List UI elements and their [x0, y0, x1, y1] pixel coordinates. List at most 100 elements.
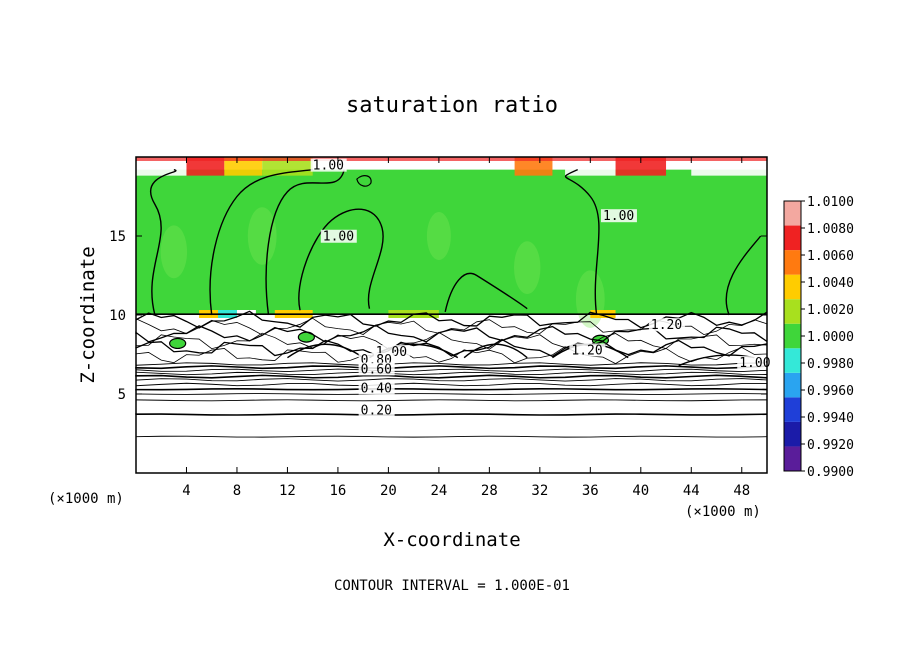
contour-line: [135, 365, 768, 370]
contour-label: 0.40: [361, 381, 392, 396]
contour-line: [209, 168, 313, 316]
contour-label: 1.00: [323, 230, 354, 245]
colorbar-label: 1.0000: [807, 330, 854, 345]
colorbar-segment: [784, 201, 801, 226]
plot-area: 1.001.001.001.201.00 1.201.000.800.600.40…: [109, 156, 774, 499]
contour-line: [135, 324, 768, 343]
top-band-patch: [136, 157, 187, 176]
contour-line: [135, 374, 768, 379]
top-band-patch: [186, 157, 225, 176]
x-axis-label: X-coordinate: [383, 529, 520, 551]
x-tick-label: 16: [329, 483, 346, 499]
colorbar-label: 1.0100: [807, 195, 854, 210]
contour-interval-note: CONTOUR INTERVAL = 1.000E-01: [334, 578, 570, 594]
contour-line: [287, 343, 364, 359]
contour-line: [564, 168, 600, 316]
contour-line: [135, 368, 768, 373]
contour-lines: [135, 168, 768, 438]
y-tick-label: 15: [109, 229, 126, 245]
contour-label: 0.60: [361, 362, 392, 377]
cloud-patch: [247, 207, 277, 265]
colorbar-label: 1.0020: [807, 303, 854, 318]
colorbar-segment: [784, 323, 801, 349]
colorbar-label: 0.9980: [807, 357, 854, 372]
x-tick-label: 32: [531, 483, 548, 499]
contour-line: [135, 371, 768, 376]
contour-label: 0.20: [361, 404, 392, 419]
x-tick-label: 40: [632, 483, 649, 499]
contour-label: 1.20: [571, 344, 602, 359]
x-tick-label: 36: [582, 483, 599, 499]
colorbar-segment: [784, 372, 801, 398]
cloud-patch: [160, 225, 188, 279]
contour-line: [135, 435, 768, 438]
x-tick-label: 20: [380, 483, 397, 499]
top-band-patch: [224, 157, 263, 176]
cloud-patch: [575, 270, 605, 329]
chart-title: saturation ratio: [346, 93, 558, 118]
colorbar-label: 0.9900: [807, 465, 854, 480]
colorbar: 0.9900 0.9920 0.9940 0.9960 0.9980 1.0000 1.00…: [783, 195, 854, 480]
cloud-patch: [514, 241, 541, 294]
colorbar-segment: [784, 446, 801, 471]
contour-line: [444, 272, 528, 312]
top-band-patch: [514, 157, 553, 176]
colorbar-label: 0.9940: [807, 411, 854, 426]
colorbar-label: 1.0060: [807, 249, 854, 264]
x-tick-label: 44: [683, 483, 700, 499]
contour-line: [135, 387, 768, 391]
contour-line: [135, 382, 768, 387]
contour-line: [265, 169, 345, 316]
y-tick-label: 5: [118, 387, 126, 403]
y-axis-label: Z-coordinate: [77, 246, 99, 383]
colorbar-label: 0.9960: [807, 384, 854, 399]
contour-line: [135, 346, 768, 365]
contour-line: [135, 399, 768, 402]
x-axis-unit-label: (×1000 m): [685, 504, 761, 520]
contour-line: [135, 378, 768, 382]
pocket-fill: [169, 337, 187, 350]
contour-line: [463, 343, 528, 359]
colorbar-segment: [784, 348, 801, 373]
y-tick-label: 10: [109, 308, 126, 324]
contour-label: 1.20: [651, 318, 682, 333]
colorbar-label: 1.0080: [807, 222, 854, 237]
contour-line: [149, 168, 177, 316]
contour-line: [356, 175, 372, 187]
colorbar-label: 1.0040: [807, 276, 854, 291]
contour-label: 1.00: [603, 209, 634, 224]
x-tick-label: 12: [279, 483, 296, 499]
colorbar-segment: [784, 397, 801, 422]
colorbar-segment: [784, 225, 801, 251]
colorbar-segment: [784, 299, 801, 324]
contour-line: [725, 235, 762, 316]
x-tick-label: 28: [481, 483, 498, 499]
x-tick-label: 4: [182, 483, 190, 499]
top-band-patch: [615, 157, 667, 176]
contour-label-bg: [358, 403, 395, 417]
colorbar-label: 0.9920: [807, 438, 854, 453]
contour-line: [135, 393, 768, 395]
x-tick-label: 24: [430, 483, 447, 499]
top-band-patch: [565, 157, 616, 176]
x-tick-label: 48: [733, 483, 750, 499]
contour-line: [135, 362, 768, 366]
colorbar-segment: [784, 421, 801, 447]
contour-labels: 1.001.001.001.201.00 1.201.000.800.600.40…: [310, 158, 774, 419]
contour-label-bg: [358, 381, 395, 395]
x-tick-label: 8: [233, 483, 241, 499]
contour-label-bg: [569, 343, 606, 357]
contour-line: [135, 413, 768, 416]
contour-label: 1.00: [739, 356, 770, 371]
contour-label-bg: [600, 209, 637, 223]
contour-label-bg: [737, 356, 774, 370]
x-origin-unit-label: (×1000 m): [48, 491, 124, 507]
colorbar-segment: [784, 274, 801, 300]
contour-label-bg: [320, 229, 357, 243]
colorbar-segment: [784, 250, 801, 275]
contour-label-bg: [648, 318, 685, 332]
cloud-patch: [426, 212, 451, 260]
top-edge-band: [136, 157, 767, 161]
